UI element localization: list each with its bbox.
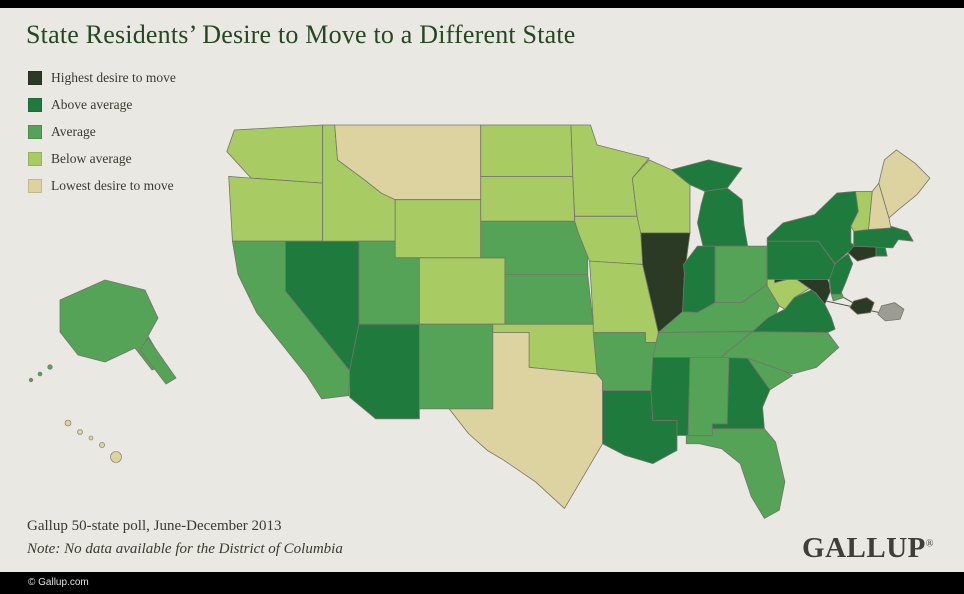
gallup-logo: GALLUP®: [802, 532, 934, 565]
top-black-bar: [0, 0, 964, 8]
state-az: [350, 324, 420, 419]
legend-swatch-highest: [28, 71, 42, 85]
state-wy: [395, 200, 481, 258]
state-in: [683, 246, 716, 312]
legend-swatch-average: [28, 125, 42, 139]
state-hi-island: [64, 419, 72, 427]
legend: Highest desire to move Above average Ave…: [28, 70, 176, 205]
bottom-black-bar: © Gallup.com: [0, 572, 964, 594]
chart-title: State Residents’ Desire to Move to a Dif…: [26, 20, 576, 49]
state-hi-island: [110, 451, 122, 463]
legend-swatch-above-average: [28, 98, 42, 112]
state-or: [229, 176, 323, 241]
state-hi-island: [99, 442, 105, 448]
state-ct: [848, 246, 876, 261]
state-va: [752, 289, 835, 332]
state-ak: [140, 338, 176, 384]
legend-item-highest: Highest desire to move: [28, 70, 176, 86]
state-fl: [686, 429, 785, 519]
legend-swatch-lowest: [28, 179, 42, 193]
state-sd: [481, 176, 575, 221]
state-wa: [227, 125, 323, 183]
state-nc: [721, 332, 839, 374]
gallup-wordmark: GALLUP: [802, 532, 926, 564]
legend-label: Highest desire to move: [51, 70, 176, 85]
state-me: [879, 150, 930, 218]
note-line: Note: No data available for the District…: [27, 541, 343, 557]
state-md: [775, 278, 832, 305]
legend-label: Above average: [51, 97, 133, 112]
state-hi-island: [88, 435, 94, 441]
state-nd: [481, 125, 573, 176]
state-wi: [632, 160, 690, 233]
legend-item-average: Average: [28, 124, 176, 140]
legend-label: Below average: [51, 151, 132, 166]
state-ma: [854, 226, 914, 248]
legend-item-below-average: Below average: [28, 151, 176, 167]
us-choropleth-map: [28, 55, 964, 560]
state-co: [419, 258, 505, 324]
state-ak-aleutian-island: [47, 364, 53, 370]
maryland-callout-shape: [850, 298, 874, 315]
state-tx: [449, 333, 602, 509]
state-nm: [419, 324, 492, 409]
state-nh: [869, 183, 891, 229]
legend-swatch-below-average: [28, 152, 42, 166]
registered-mark: ®: [925, 538, 934, 550]
legend-label: Average: [51, 124, 96, 139]
state-mi: [697, 188, 747, 246]
state-ks: [505, 274, 593, 324]
legend-item-lowest: Lowest desire to move: [28, 178, 176, 194]
legend-label: Lowest desire to move: [51, 178, 174, 193]
legend-item-above-average: Above average: [28, 97, 176, 113]
state-ak-aleutian-island: [28, 377, 34, 383]
state-ak-aleutian-island: [37, 371, 43, 377]
source-line: Gallup 50-state poll, June-December 2013: [27, 518, 282, 534]
district-of-columbia-shape: [878, 303, 904, 321]
copyright-text: © Gallup.com: [28, 577, 89, 588]
state-hi-island: [77, 429, 83, 435]
